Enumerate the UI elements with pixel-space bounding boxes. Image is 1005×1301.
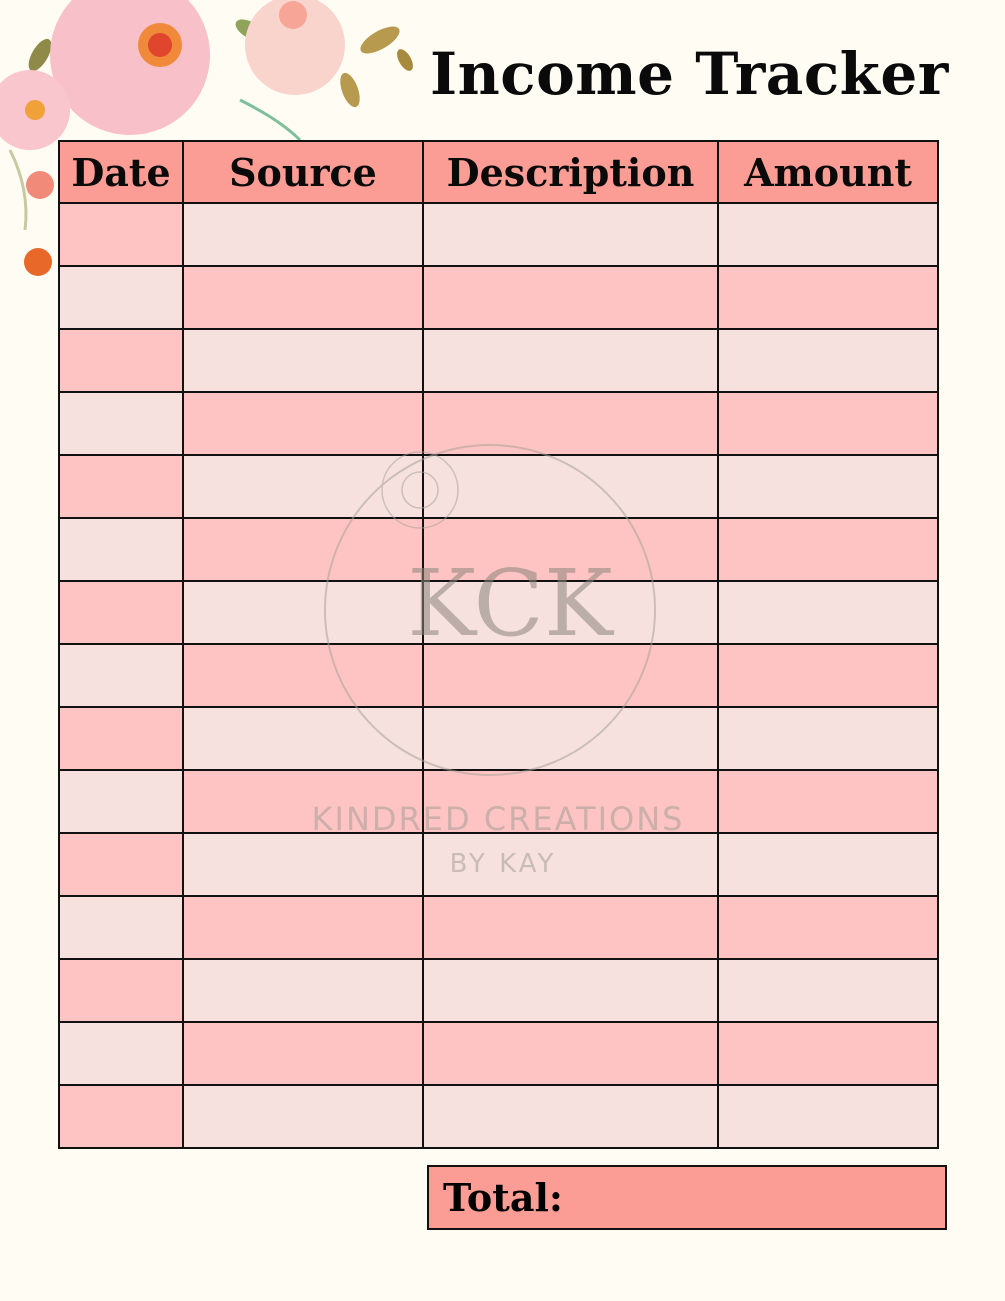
- table-row: [58, 1084, 939, 1149]
- table-row: [58, 454, 939, 519]
- table-row: [58, 769, 939, 834]
- cell-amount[interactable]: [717, 958, 939, 1023]
- table-row: [58, 706, 939, 771]
- cell-date[interactable]: [58, 643, 184, 708]
- cell-amount[interactable]: [717, 328, 939, 393]
- table-row: [58, 328, 939, 393]
- cell-description[interactable]: [422, 958, 719, 1023]
- cell-source[interactable]: [182, 958, 424, 1023]
- cell-source[interactable]: [182, 895, 424, 960]
- table-row: [58, 958, 939, 1023]
- table-header-row: Date Source Description Amount: [58, 140, 939, 204]
- table-row: [58, 391, 939, 456]
- cell-date[interactable]: [58, 895, 184, 960]
- cell-date[interactable]: [58, 391, 184, 456]
- cell-source[interactable]: [182, 769, 424, 834]
- cell-source[interactable]: [182, 706, 424, 771]
- cell-description[interactable]: [422, 580, 719, 645]
- cell-amount[interactable]: [717, 706, 939, 771]
- cell-description[interactable]: [422, 895, 719, 960]
- cell-amount[interactable]: [717, 454, 939, 519]
- cell-amount[interactable]: [717, 832, 939, 897]
- table-body: [58, 202, 939, 1149]
- cell-amount[interactable]: [717, 580, 939, 645]
- cell-date[interactable]: [58, 202, 184, 267]
- cell-date[interactable]: [58, 454, 184, 519]
- floral-decoration-image: [0, 0, 413, 276]
- cell-date[interactable]: [58, 1084, 184, 1149]
- table-row: [58, 517, 939, 582]
- page-title: Income Tracker: [430, 40, 949, 108]
- cell-description[interactable]: [422, 769, 719, 834]
- cell-description[interactable]: [422, 202, 719, 267]
- cell-amount[interactable]: [717, 769, 939, 834]
- table-row: [58, 580, 939, 645]
- cell-description[interactable]: [422, 832, 719, 897]
- column-header-date: Date: [58, 140, 184, 204]
- cell-description[interactable]: [422, 1021, 719, 1086]
- table-row: [58, 832, 939, 897]
- cell-date[interactable]: [58, 580, 184, 645]
- cell-source[interactable]: [182, 1021, 424, 1086]
- table-row: [58, 643, 939, 708]
- cell-source[interactable]: [182, 202, 424, 267]
- cell-date[interactable]: [58, 769, 184, 834]
- cell-description[interactable]: [422, 643, 719, 708]
- cell-source[interactable]: [182, 265, 424, 330]
- cell-amount[interactable]: [717, 265, 939, 330]
- cell-source[interactable]: [182, 328, 424, 393]
- cell-description[interactable]: [422, 706, 719, 771]
- cell-amount[interactable]: [717, 517, 939, 582]
- table-row: [58, 1021, 939, 1086]
- cell-amount[interactable]: [717, 391, 939, 456]
- cell-source[interactable]: [182, 454, 424, 519]
- cell-date[interactable]: [58, 832, 184, 897]
- cell-amount[interactable]: [717, 1084, 939, 1149]
- cell-description[interactable]: [422, 454, 719, 519]
- total-box[interactable]: Total:: [427, 1165, 947, 1230]
- cell-source[interactable]: [182, 517, 424, 582]
- income-table: Date Source Description Amount: [58, 140, 939, 1149]
- cell-date[interactable]: [58, 1021, 184, 1086]
- table-row: [58, 265, 939, 330]
- cell-date[interactable]: [58, 958, 184, 1023]
- cell-date[interactable]: [58, 328, 184, 393]
- cell-description[interactable]: [422, 265, 719, 330]
- column-header-amount: Amount: [717, 140, 939, 204]
- cell-date[interactable]: [58, 517, 184, 582]
- column-header-source: Source: [182, 140, 424, 204]
- table-row: [58, 202, 939, 267]
- cell-description[interactable]: [422, 1084, 719, 1149]
- cell-source[interactable]: [182, 832, 424, 897]
- table-row: [58, 895, 939, 960]
- cell-date[interactable]: [58, 265, 184, 330]
- column-header-description: Description: [422, 140, 719, 204]
- cell-source[interactable]: [182, 1084, 424, 1149]
- cell-description[interactable]: [422, 391, 719, 456]
- cell-amount[interactable]: [717, 202, 939, 267]
- cell-amount[interactable]: [717, 895, 939, 960]
- cell-source[interactable]: [182, 391, 424, 456]
- cell-amount[interactable]: [717, 643, 939, 708]
- cell-source[interactable]: [182, 580, 424, 645]
- cell-amount[interactable]: [717, 1021, 939, 1086]
- cell-date[interactable]: [58, 706, 184, 771]
- cell-source[interactable]: [182, 643, 424, 708]
- cell-description[interactable]: [422, 517, 719, 582]
- total-label: Total:: [443, 1175, 563, 1220]
- cell-description[interactable]: [422, 328, 719, 393]
